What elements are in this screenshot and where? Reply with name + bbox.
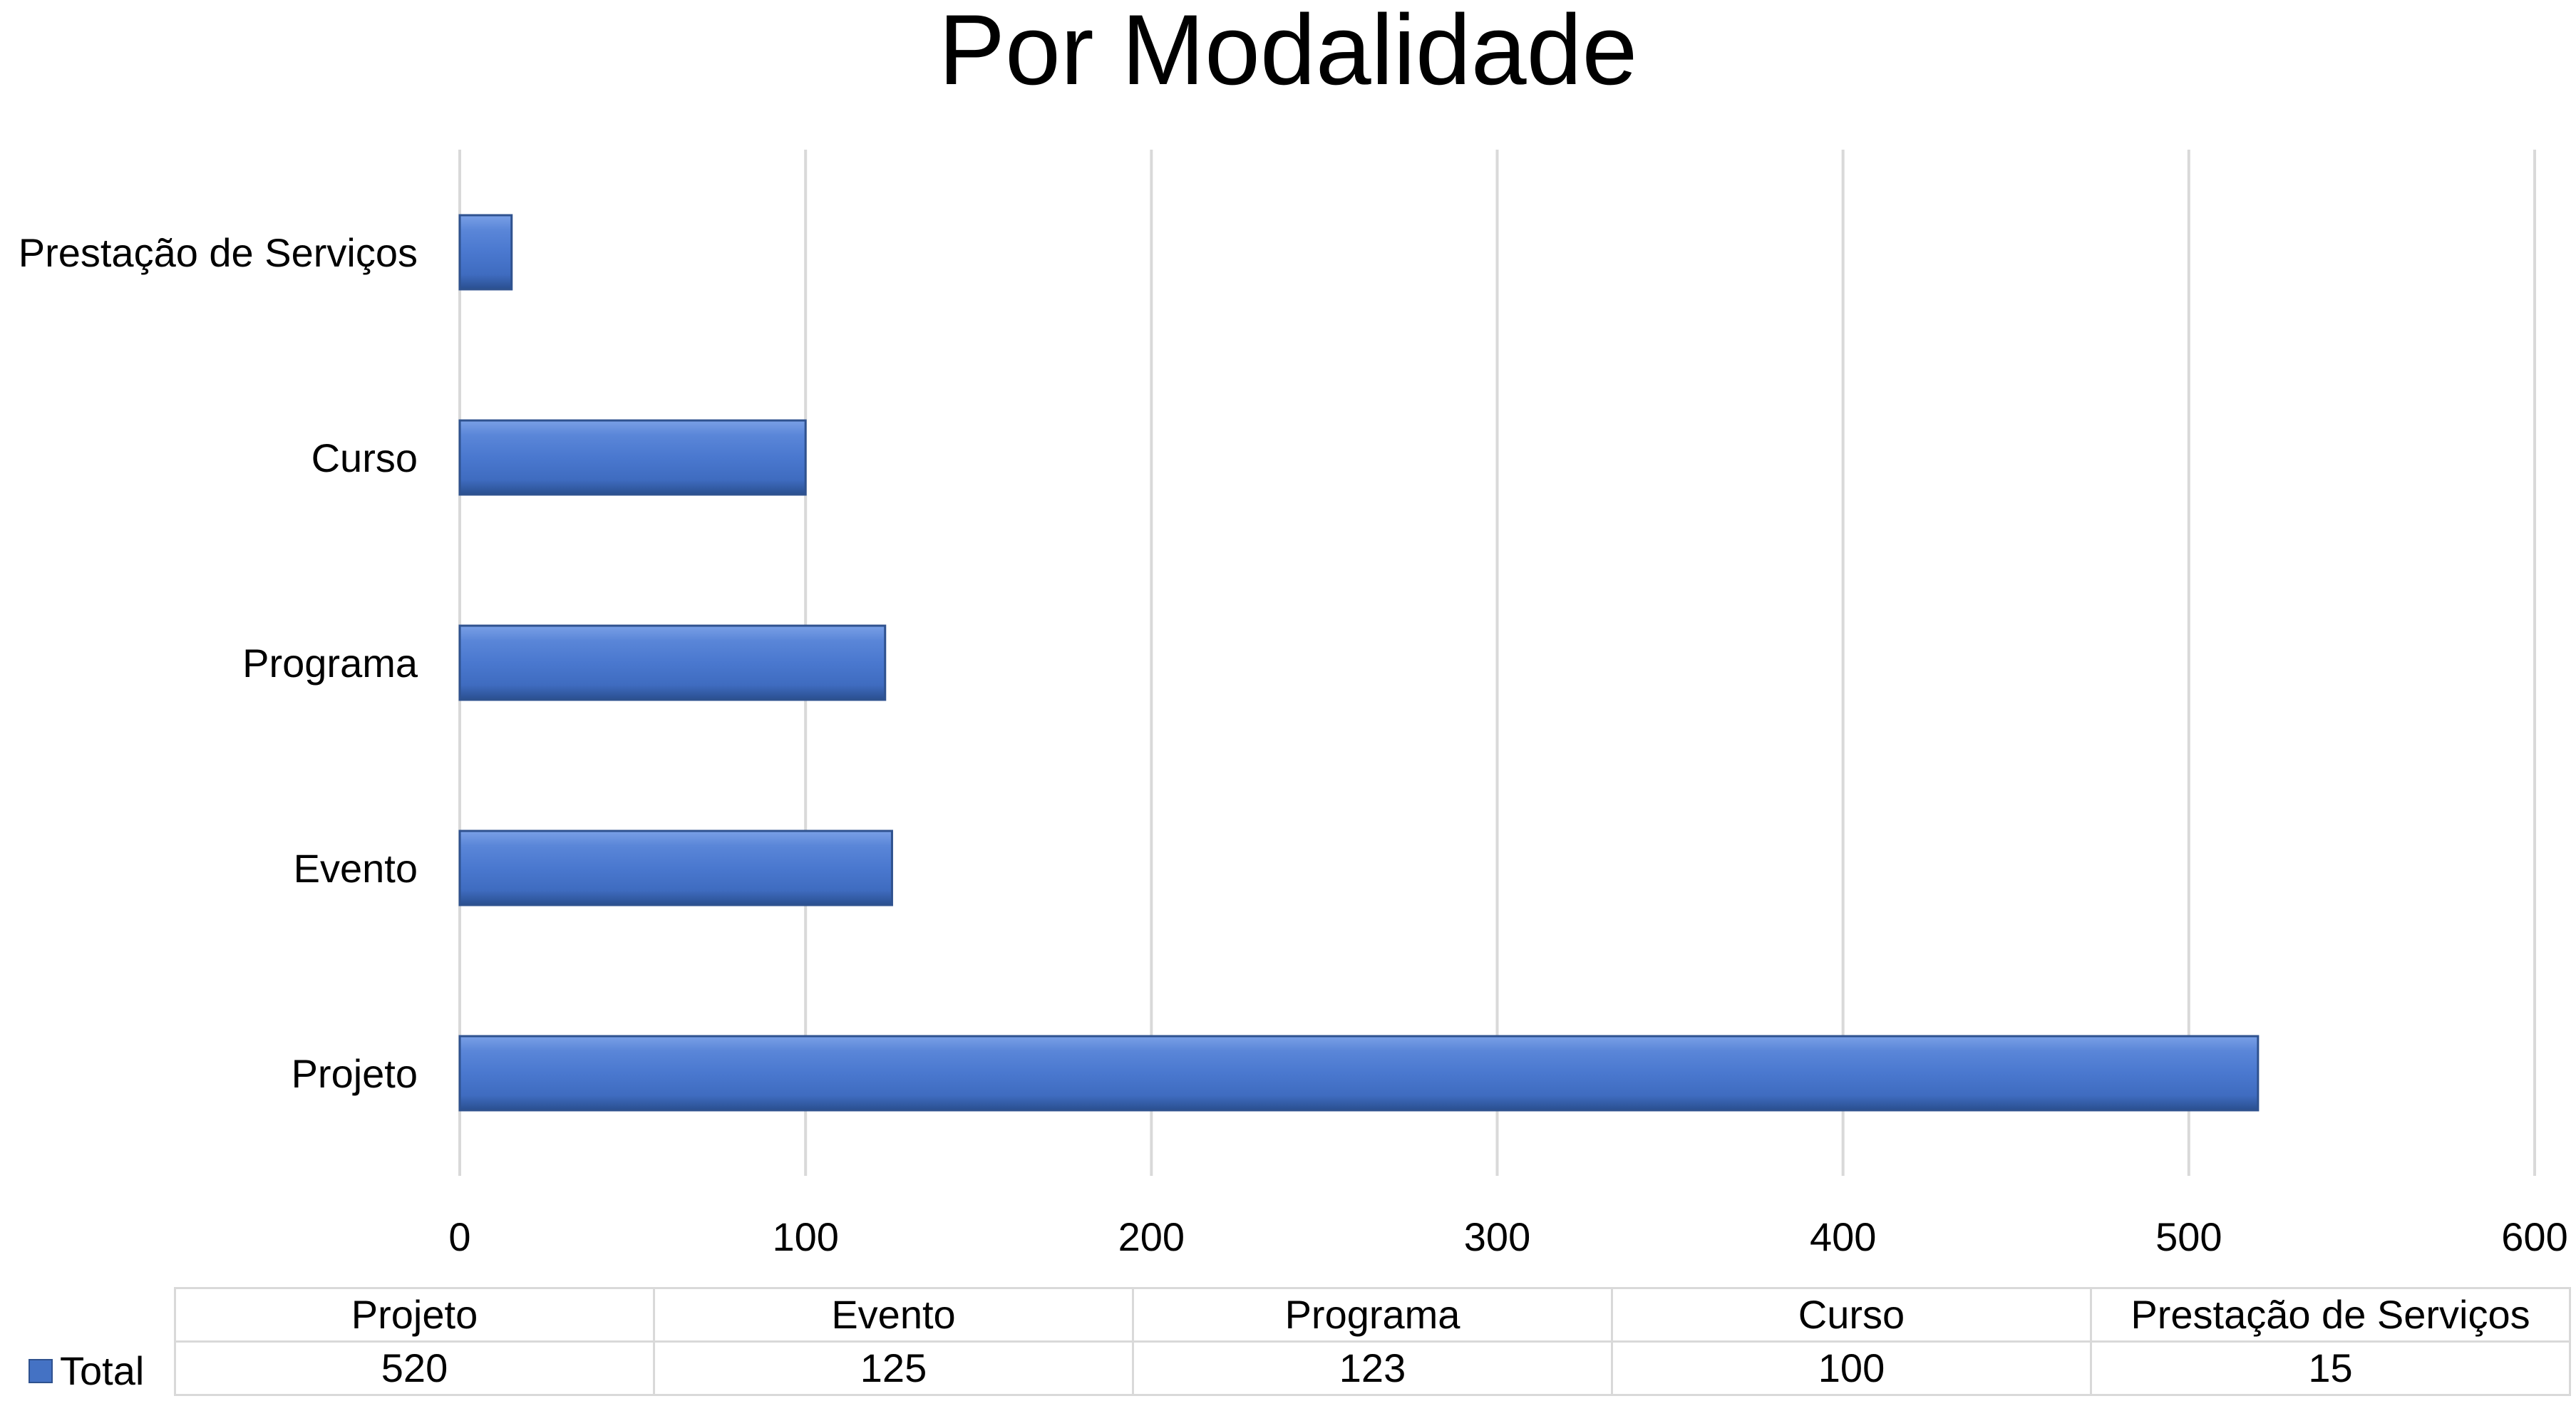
x-tick-label: 0: [448, 1214, 470, 1259]
legend-swatch-icon: [29, 1359, 53, 1383]
bar-chart: 0 100 200 300 400 500 600 Projeto Evento Programa…: [19, 150, 2568, 1259]
category-label: Projeto: [292, 1051, 418, 1096]
table-value-cell: 125: [653, 1340, 1134, 1396]
bar: [458, 1035, 2260, 1112]
x-tick-label: 100: [772, 1214, 838, 1259]
category-label: Prestação de Serviços: [19, 230, 418, 275]
table-value-cell: 123: [1132, 1340, 1613, 1396]
bar: [458, 829, 893, 906]
x-tick-label: 200: [1118, 1214, 1185, 1259]
x-tick-label: 500: [2155, 1214, 2222, 1259]
table-value-cell: 520: [174, 1340, 655, 1396]
table-header-cell: Curso: [1611, 1287, 2092, 1343]
legend-label: Total: [60, 1348, 145, 1393]
legend-entry: Total: [29, 1345, 144, 1397]
table-value-cell: 100: [1611, 1340, 2092, 1396]
bar: [458, 214, 513, 291]
category-label: Evento: [294, 846, 418, 891]
x-tick-label: 600: [2501, 1214, 2567, 1259]
table-value-cell: 15: [2090, 1340, 2571, 1396]
bar: [458, 624, 887, 701]
table-header-cell: Programa: [1132, 1287, 1613, 1343]
x-tick-label: 400: [1810, 1214, 1876, 1259]
data-table: Projeto Evento Programa Curso Prestação de S…: [174, 1287, 2571, 1396]
chart-title: Por Modalidade: [938, 0, 1638, 105]
x-tick-label: 300: [1464, 1214, 1530, 1259]
table-header-cell: Evento: [653, 1287, 1134, 1343]
table-header-row: Projeto Evento Programa Curso Prestação de S…: [174, 1287, 2571, 1343]
bar: [458, 419, 807, 496]
category-label: Curso: [311, 435, 418, 480]
table-value-row: 520 125 123 100 15: [174, 1340, 2571, 1396]
table-header-cell: Prestação de Serviços: [2090, 1287, 2571, 1343]
category-label: Programa: [242, 641, 418, 686]
table-header-cell: Projeto: [174, 1287, 655, 1343]
